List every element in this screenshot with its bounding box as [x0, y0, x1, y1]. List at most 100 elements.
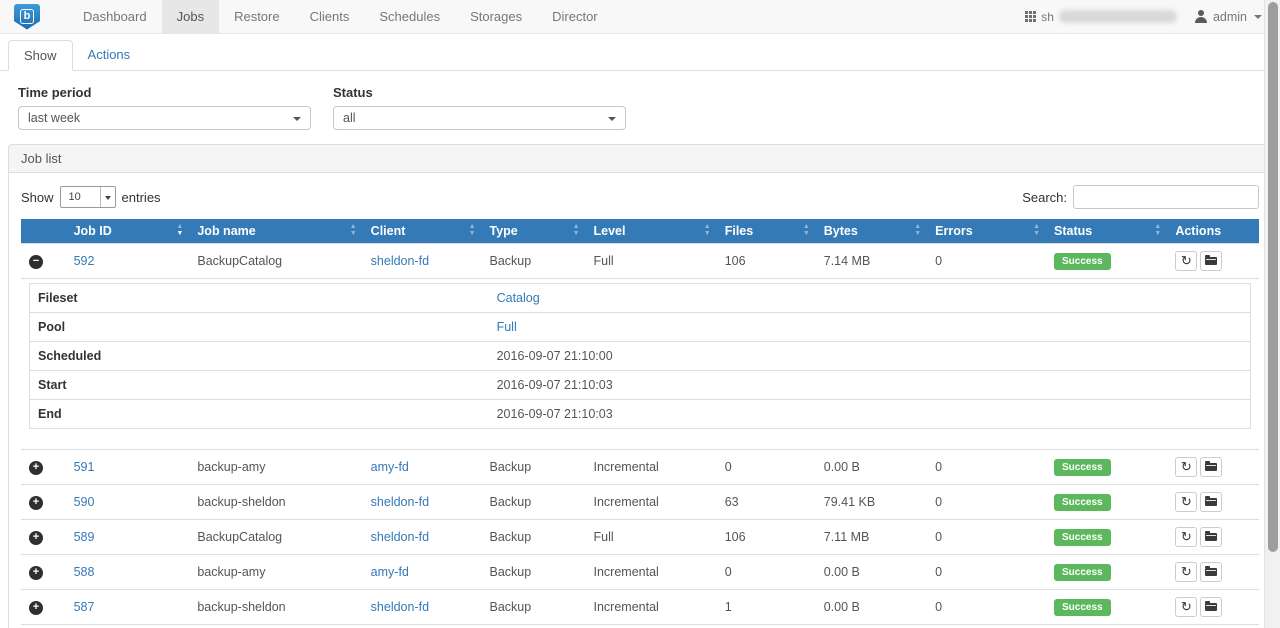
status-select[interactable]: all	[333, 106, 626, 130]
nav-item-label[interactable]: Director	[552, 9, 598, 24]
nav-item-restore[interactable]: Restore	[219, 0, 295, 33]
browse-files-button[interactable]	[1200, 251, 1223, 271]
column-header-level[interactable]: Level ▲ ▼	[585, 219, 717, 244]
sort-icon[interactable]: ▲ ▼	[914, 223, 922, 237]
nav-item-label[interactable]: Dashboard	[83, 9, 147, 24]
expanded-detail-row: Fileset Catalog Pool Full Scheduled 2016-09-0…	[21, 278, 1259, 450]
sort-icon[interactable]: ▲ ▼	[349, 223, 357, 237]
search-input[interactable]	[1073, 185, 1259, 209]
client-link[interactable]: sheldon-fd	[370, 600, 430, 614]
sort-icon[interactable]: ▲ ▼	[468, 223, 476, 237]
nav-item-label[interactable]: Schedules	[379, 9, 441, 24]
level-cell: Incremental	[585, 554, 717, 590]
rerun-job-button[interactable]: ↻	[1175, 597, 1198, 617]
browse-files-button[interactable]	[1200, 457, 1223, 477]
browse-files-button[interactable]	[1200, 492, 1223, 512]
browse-files-button[interactable]	[1200, 597, 1223, 617]
client-link[interactable]: sheldon-fd	[370, 254, 430, 268]
expand-toggle-icon[interactable]: +	[29, 600, 43, 615]
rerun-job-button[interactable]: ↻	[1175, 562, 1198, 582]
tab-actions[interactable]: Actions	[87, 47, 131, 62]
hostname-prefix: sh	[1041, 9, 1054, 24]
time-period-select[interactable]: last week	[18, 106, 311, 130]
column-header-files[interactable]: Files ▲ ▼	[716, 219, 816, 244]
detail-item-scheduled: Scheduled 2016-09-07 21:10:00	[29, 341, 1251, 371]
job-id-link[interactable]: 592	[73, 254, 95, 268]
client-link[interactable]: amy-fd	[370, 460, 409, 474]
status-badge: Success	[1054, 528, 1111, 546]
detail-value[interactable]: Catalog	[489, 284, 1251, 313]
director-selector[interactable]: sh	[1025, 10, 1177, 24]
sort-icon[interactable]: ▲ ▼	[176, 223, 184, 237]
scrollbar-thumb[interactable]	[1267, 2, 1278, 552]
column-header-errors[interactable]: Errors ▲ ▼	[927, 219, 1046, 244]
expand-toggle-icon[interactable]: +	[29, 565, 43, 580]
nav-item-label[interactable]: Storages	[470, 9, 523, 24]
nav-item-jobs[interactable]: Jobs	[161, 0, 220, 33]
browse-files-button[interactable]	[1200, 562, 1223, 582]
job-id-link[interactable]: 588	[73, 565, 95, 579]
time-period-value: last week	[28, 111, 81, 125]
job-list-panel: Job list Show 10 entries Search: Job ID ▲…	[8, 144, 1272, 628]
nav-item-director[interactable]: Director	[537, 0, 613, 33]
sort-icon[interactable]: ▲ ▼	[703, 223, 711, 237]
expand-toggle-icon[interactable]: +	[29, 530, 43, 545]
browse-files-button[interactable]	[1200, 527, 1223, 547]
sort-icon[interactable]: ▲ ▼	[1033, 223, 1040, 237]
bareos-logo[interactable]: b	[14, 0, 40, 33]
job-id-link[interactable]: 589	[73, 530, 95, 544]
nav-item-schedules[interactable]: Schedules	[364, 0, 455, 33]
column-header-actions: Actions	[1167, 219, 1259, 244]
job-id-link[interactable]: 590	[73, 495, 95, 509]
column-header-client[interactable]: Client ▲ ▼	[362, 219, 482, 244]
user-label: admin	[1212, 9, 1247, 24]
tab-show[interactable]: Show	[8, 40, 73, 71]
column-header-type[interactable]: Type ▲ ▼	[481, 219, 586, 244]
sort-icon[interactable]: ▲ ▼	[572, 223, 580, 237]
client-link[interactable]: amy-fd	[370, 565, 409, 579]
detail-value-link[interactable]: Catalog	[496, 291, 540, 305]
nav-item-label[interactable]: Jobs	[161, 0, 220, 33]
column-header-bytes[interactable]: Bytes ▲ ▼	[815, 219, 928, 244]
rerun-job-button[interactable]: ↻	[1175, 457, 1198, 477]
sort-icon[interactable]: ▲ ▼	[1154, 223, 1162, 237]
type-cell: Backup	[481, 554, 586, 590]
nav-item-label[interactable]: Clients	[309, 9, 350, 24]
entries-select[interactable]: 10	[59, 186, 116, 208]
page-scrollbar[interactable]	[1264, 0, 1280, 628]
table-row: + 587 backup-sheldon sheldon-fd Backup I…	[21, 589, 1259, 625]
rerun-icon: ↻	[1180, 599, 1192, 614]
sort-icon[interactable]: ▲ ▼	[802, 223, 810, 237]
rerun-icon: ↻	[1180, 459, 1192, 474]
expand-toggle-icon[interactable]: +	[29, 495, 43, 510]
user-menu[interactable]: admin	[1195, 10, 1262, 24]
detail-value[interactable]: Full	[488, 312, 1251, 342]
detail-value: 2016-09-07 21:10:00	[488, 341, 1251, 371]
nav-item-dashboard[interactable]: Dashboard	[68, 0, 162, 33]
nav-item-storages[interactable]: Storages	[455, 0, 537, 33]
client-link[interactable]: sheldon-fd	[370, 530, 430, 544]
nav-item-label[interactable]: Restore	[234, 9, 280, 24]
files-cell: 0	[716, 554, 816, 590]
expand-toggle-icon[interactable]: +	[29, 460, 43, 475]
nav-item-clients[interactable]: Clients	[295, 0, 365, 33]
rerun-job-button[interactable]: ↻	[1175, 492, 1198, 512]
bytes-cell: 0.00 B	[815, 449, 928, 485]
job-id-link[interactable]: 591	[73, 460, 95, 474]
detail-value-link[interactable]: Full	[496, 320, 517, 334]
jobs-tabbar: Show Actions	[0, 34, 1280, 71]
rerun-job-button[interactable]: ↻	[1175, 527, 1198, 547]
bytes-cell: 7.09 MB	[815, 624, 928, 628]
errors-cell: 0	[927, 243, 1046, 279]
level-cell: Incremental	[585, 449, 717, 485]
client-link[interactable]: sheldon-fd	[370, 495, 430, 509]
column-header-job-name[interactable]: Job name ▲ ▼	[189, 219, 363, 244]
expand-toggle-icon[interactable]: −	[29, 254, 43, 269]
column-header-job-id[interactable]: Job ID ▲ ▼	[65, 219, 190, 244]
navbar-right: sh admin	[1025, 0, 1280, 33]
table-row: − 592 BackupCatalog sheldon-fd Backup Fu…	[21, 243, 1259, 279]
rerun-job-button[interactable]: ↻	[1175, 251, 1198, 271]
job-id-link[interactable]: 587	[73, 600, 95, 614]
level-cell: Full	[585, 624, 717, 628]
column-header-status[interactable]: Status ▲ ▼	[1046, 219, 1168, 244]
